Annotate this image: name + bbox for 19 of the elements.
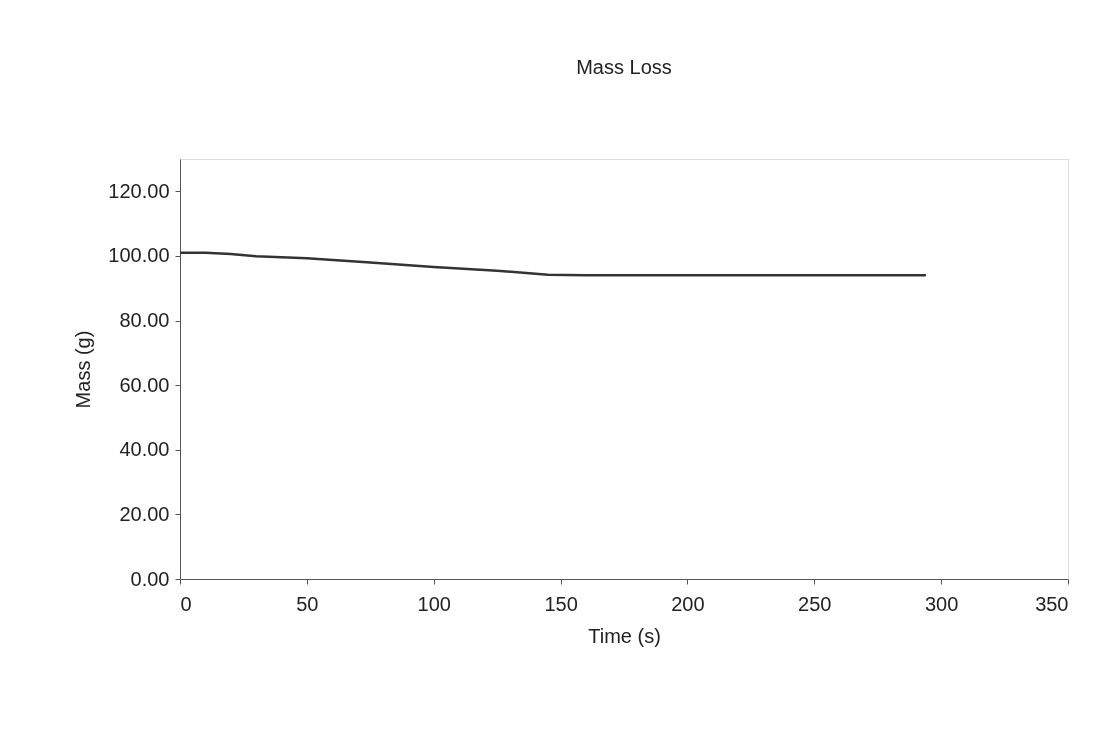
y-tick-label: 0.00 [130, 567, 170, 590]
x-tick-label: 50 [296, 592, 319, 615]
y-tick-label: 100.00 [108, 244, 170, 267]
x-tick-label: 100 [417, 592, 451, 615]
y-tick-label: 80.00 [119, 309, 170, 332]
y-tick-label: 60.00 [119, 373, 170, 396]
y-tick-label: 120.00 [108, 179, 170, 202]
x-tick-label: 0 [180, 592, 192, 615]
x-tick-label: 350 [1035, 592, 1069, 615]
x-tick-label: 250 [798, 592, 832, 615]
line-series [178, 251, 928, 277]
y-axis-title: Mass (g) [72, 330, 95, 409]
x-tick-label: 300 [924, 592, 959, 615]
x-tick-label: 150 [544, 592, 578, 615]
x-tick-label: 200 [671, 592, 705, 615]
x-axis-title: Time (s) [588, 624, 661, 647]
y-tick-label: 20.00 [119, 502, 170, 525]
y-tick-label: 40.00 [119, 438, 170, 461]
chart-title: Mass Loss [576, 56, 672, 78]
